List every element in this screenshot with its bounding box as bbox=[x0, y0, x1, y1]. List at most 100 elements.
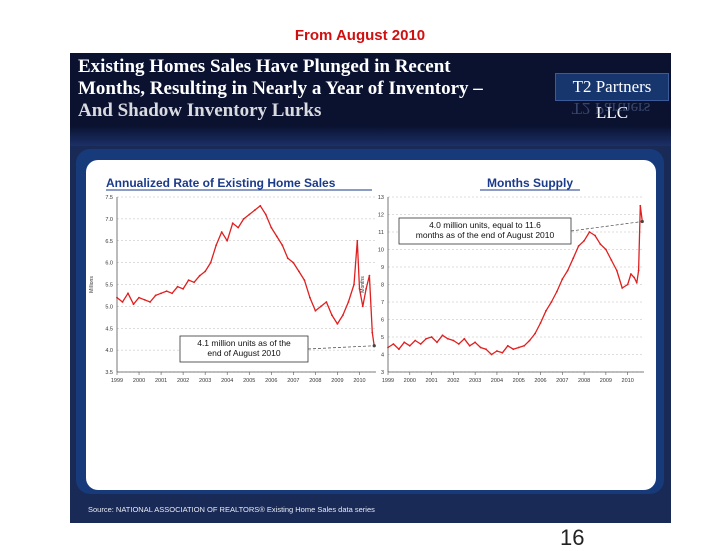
x-tick-label: 2004 bbox=[491, 378, 503, 384]
data-point bbox=[621, 287, 624, 289]
chart-title: Annualized Rate of Existing Home Sales bbox=[106, 176, 336, 190]
data-point bbox=[594, 234, 596, 237]
annotation-point bbox=[640, 219, 644, 224]
y-tick-label: 6.5 bbox=[105, 239, 113, 245]
y-tick-label: 5 bbox=[381, 335, 384, 341]
data-point bbox=[127, 292, 129, 295]
data-point bbox=[198, 274, 201, 277]
data-point bbox=[463, 337, 466, 340]
data-point bbox=[479, 346, 482, 349]
y-tick-label: 10 bbox=[378, 248, 384, 254]
x-tick-label: 2004 bbox=[221, 378, 233, 384]
brand-logo: T2 Partners LLC bbox=[555, 73, 669, 122]
annotation-point bbox=[372, 344, 376, 348]
data-point bbox=[414, 339, 417, 342]
slide: Existing Homes Sales Have Plunged in Rec… bbox=[70, 53, 671, 523]
data-point bbox=[371, 331, 374, 334]
data-point bbox=[121, 301, 124, 303]
data-point bbox=[572, 257, 575, 260]
data-point bbox=[264, 213, 267, 216]
series-line bbox=[116, 205, 375, 346]
data-point bbox=[387, 346, 389, 349]
x-tick-label: 2010 bbox=[353, 378, 365, 384]
annotation-leader bbox=[307, 345, 375, 350]
data-point bbox=[281, 244, 284, 246]
headline: Existing Homes Sales Have Plunged in Rec… bbox=[78, 56, 548, 122]
data-point bbox=[425, 337, 427, 340]
data-point bbox=[248, 213, 251, 216]
x-tick-label: 2006 bbox=[534, 378, 546, 384]
data-point bbox=[132, 303, 135, 306]
data-point bbox=[320, 305, 322, 308]
x-tick-label: 2008 bbox=[309, 378, 321, 384]
data-point bbox=[298, 270, 300, 273]
data-point bbox=[398, 348, 400, 351]
data-point bbox=[292, 261, 295, 264]
data-point bbox=[474, 341, 476, 344]
data-point bbox=[209, 261, 212, 264]
data-point bbox=[347, 301, 350, 303]
x-tick-label: 2009 bbox=[600, 378, 612, 384]
data-point bbox=[534, 332, 536, 335]
data-point bbox=[149, 301, 151, 303]
data-point bbox=[637, 269, 640, 272]
x-tick-label: 2003 bbox=[469, 378, 481, 384]
data-point bbox=[545, 309, 547, 312]
data-point bbox=[517, 346, 520, 349]
y-tick-label: 6 bbox=[381, 318, 384, 324]
annotation-text: months as of the end of August 2010 bbox=[416, 230, 555, 240]
data-point bbox=[599, 243, 602, 246]
annotation-box bbox=[398, 217, 572, 245]
data-point bbox=[314, 309, 317, 312]
y-tick-label: 4 bbox=[381, 353, 384, 359]
data-point bbox=[331, 314, 333, 316]
x-tick-label: 2000 bbox=[404, 378, 416, 384]
data-point bbox=[193, 281, 195, 284]
source-note: Source: NATIONAL ASSOCIATION OF REALTORS… bbox=[88, 505, 375, 514]
data-point bbox=[143, 298, 146, 301]
data-point bbox=[468, 344, 471, 347]
data-point bbox=[154, 294, 157, 297]
data-point bbox=[176, 285, 179, 288]
data-point bbox=[353, 283, 355, 286]
x-tick-label: 2007 bbox=[287, 378, 299, 384]
data-point bbox=[441, 334, 444, 337]
x-tick-label: 1999 bbox=[111, 378, 123, 384]
data-point bbox=[403, 341, 406, 344]
y-tick-label: 7.0 bbox=[105, 217, 113, 223]
x-tick-label: 2008 bbox=[578, 378, 590, 384]
annotation-text: 4.1 million units as of the bbox=[197, 338, 291, 348]
y-tick-label: 3.5 bbox=[105, 370, 113, 376]
y-tick-label: 13 bbox=[378, 195, 384, 201]
annotation-leader bbox=[570, 221, 643, 232]
y-tick-label: 4.0 bbox=[105, 348, 113, 354]
data-point bbox=[275, 235, 278, 238]
data-point bbox=[182, 288, 184, 290]
annotation-text: 4.0 million units, equal to 11.6 bbox=[429, 220, 541, 230]
x-tick-label: 2001 bbox=[155, 378, 167, 384]
y-tick-label: 4.5 bbox=[105, 326, 113, 332]
data-point bbox=[253, 209, 256, 211]
data-point bbox=[138, 296, 140, 299]
annotation-text: end of August 2010 bbox=[207, 348, 281, 358]
x-tick-label: 2006 bbox=[265, 378, 277, 384]
y-tick-label: 3 bbox=[381, 370, 384, 376]
x-tick-label: 2009 bbox=[331, 378, 343, 384]
data-point bbox=[506, 344, 509, 347]
chart-1: Annualized Rate of Existing Home Sales 7.… bbox=[89, 176, 376, 384]
data-point bbox=[242, 218, 245, 220]
data-point bbox=[204, 270, 207, 273]
data-point bbox=[408, 344, 411, 347]
data-point bbox=[457, 343, 460, 345]
data-point bbox=[171, 292, 173, 295]
header-band bbox=[70, 126, 671, 146]
data-point bbox=[588, 231, 591, 233]
y-axis-label: Months bbox=[360, 276, 366, 293]
data-point bbox=[583, 239, 585, 242]
data-point bbox=[512, 348, 515, 351]
data-point bbox=[539, 322, 542, 324]
x-tick-label: 2005 bbox=[243, 378, 255, 384]
data-point bbox=[358, 288, 361, 290]
data-point bbox=[561, 278, 564, 281]
x-tick-label: 2001 bbox=[425, 378, 437, 384]
